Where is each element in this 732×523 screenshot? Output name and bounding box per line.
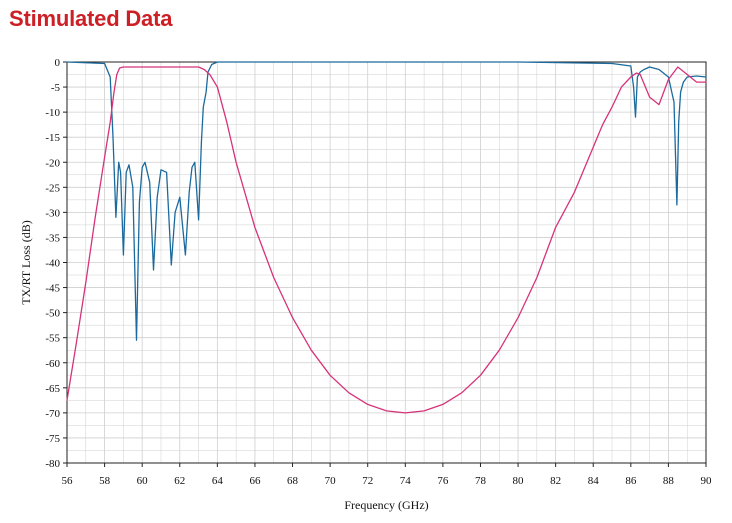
y-tick-label: -10 bbox=[45, 107, 60, 119]
x-tick-label: 90 bbox=[701, 475, 713, 487]
y-tick-label: -5 bbox=[51, 82, 61, 94]
y-tick-label: -25 bbox=[45, 182, 60, 194]
x-tick-label: 80 bbox=[513, 475, 525, 487]
x-tick-label: 84 bbox=[588, 475, 600, 487]
y-tick-label: -55 bbox=[45, 333, 60, 345]
y-tick-label: -60 bbox=[45, 358, 60, 370]
y-tick-label: -80 bbox=[45, 458, 60, 470]
x-axis-ticks: 56 58 60 62 64 66 68 70 72 74 76 78 80 82 84 86 88 90 bbox=[62, 463, 713, 487]
y-tick-label: -65 bbox=[45, 383, 60, 395]
y-tick-label: -40 bbox=[45, 258, 60, 270]
x-tick-label: 58 bbox=[99, 475, 111, 487]
y-tick-label: -70 bbox=[45, 408, 60, 420]
y-tick-label: -35 bbox=[45, 232, 60, 244]
x-tick-label: 60 bbox=[137, 475, 149, 487]
x-tick-label: 78 bbox=[475, 475, 487, 487]
x-tick-label: 72 bbox=[362, 475, 373, 487]
y-tick-label: -20 bbox=[45, 157, 60, 169]
y-tick-label: -50 bbox=[45, 308, 60, 320]
chart-series bbox=[66, 61, 707, 414]
x-tick-label: 64 bbox=[212, 475, 224, 487]
x-tick-label: 74 bbox=[400, 475, 412, 487]
x-tick-label: 70 bbox=[325, 475, 337, 487]
x-tick-label: 76 bbox=[437, 475, 449, 487]
chart-grid bbox=[66, 61, 707, 464]
series-line-rt bbox=[66, 66, 707, 414]
x-tick-label: 56 bbox=[62, 475, 74, 487]
y-tick-label: -45 bbox=[45, 283, 60, 295]
x-tick-label: 86 bbox=[625, 475, 637, 487]
y-tick-label: -30 bbox=[45, 207, 60, 219]
x-axis-label: Frequency (GHz) bbox=[344, 498, 428, 512]
series-line-tx bbox=[66, 61, 707, 341]
y-axis-label: TX/RT Loss (dB) bbox=[19, 220, 33, 304]
y-tick-label: -75 bbox=[45, 433, 60, 445]
page-title: Stimulated Data bbox=[9, 6, 173, 31]
x-tick-label: 66 bbox=[249, 475, 261, 487]
x-tick-label: 62 bbox=[174, 475, 185, 487]
y-tick-label: -15 bbox=[45, 132, 60, 144]
y-axis-ticks: 0 -5 -10 -15 -20 -25 -30 -35 -40 -45 -50 -55 -60 -65 -… bbox=[45, 57, 67, 470]
x-tick-label: 88 bbox=[663, 475, 675, 487]
x-tick-label: 68 bbox=[287, 475, 299, 487]
x-tick-label: 82 bbox=[550, 475, 561, 487]
y-tick-label: 0 bbox=[55, 57, 61, 69]
